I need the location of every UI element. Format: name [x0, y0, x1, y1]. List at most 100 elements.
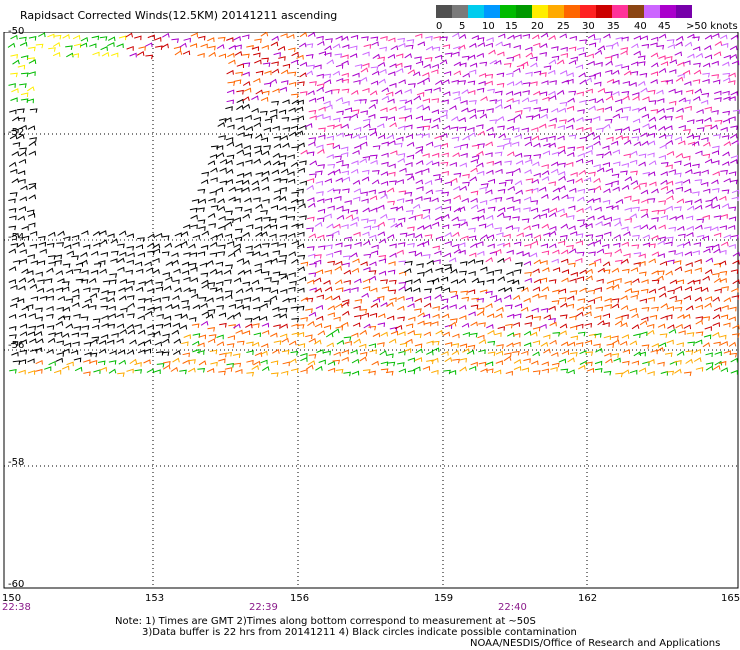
wind-barb — [687, 53, 695, 59]
wind-barb — [530, 62, 538, 68]
wind-barb — [53, 34, 62, 40]
wind-barb — [341, 349, 349, 355]
wind-barb — [731, 234, 739, 240]
wind-barb — [226, 362, 234, 368]
wind-barb — [198, 334, 207, 340]
wind-barb — [561, 269, 570, 274]
color-scale-swatches — [436, 5, 692, 18]
wind-barb — [565, 124, 574, 130]
wind-barb — [189, 207, 198, 213]
wind-barb — [98, 348, 107, 354]
wind-barb — [461, 235, 469, 241]
wind-barb — [390, 150, 398, 156]
wind-barb — [52, 52, 61, 57]
wind-barb — [576, 251, 585, 257]
wind-barb — [232, 353, 241, 358]
wind-barb — [586, 198, 595, 204]
wind-barb — [12, 59, 20, 65]
wind-barb — [272, 88, 280, 94]
wind-barb — [306, 184, 314, 190]
wind-barb — [513, 341, 521, 347]
wind-barb — [414, 233, 423, 239]
wind-barb — [422, 167, 430, 173]
wind-barb — [575, 177, 583, 183]
wind-barb — [335, 177, 343, 183]
wind-barb — [695, 367, 704, 372]
wind-barb — [316, 349, 324, 354]
wind-barb — [315, 304, 324, 310]
wind-barb — [218, 118, 227, 123]
wind-barb — [10, 168, 18, 174]
wind-barb — [543, 65, 552, 71]
wind-barb — [714, 97, 722, 102]
wind-barb — [224, 221, 233, 227]
wind-barb — [558, 162, 566, 168]
wind-barb — [255, 231, 263, 237]
wind-barb — [660, 179, 668, 185]
wind-barb — [368, 343, 377, 348]
wind-barb — [369, 195, 378, 201]
wind-barb — [485, 80, 493, 86]
wind-barb — [442, 91, 451, 96]
wind-barb — [650, 52, 659, 58]
wind-barb — [432, 117, 441, 123]
wind-barb — [288, 131, 297, 137]
wind-barb — [80, 36, 89, 42]
wind-barb — [506, 332, 515, 337]
wind-barb — [611, 303, 620, 309]
wind-barb — [603, 33, 611, 39]
wind-barb — [341, 72, 349, 78]
wind-barb — [603, 370, 612, 376]
wind-barb — [515, 189, 523, 195]
wind-barb — [462, 348, 470, 353]
wind-barb — [343, 279, 351, 285]
wind-barb — [469, 62, 478, 68]
wind-barb — [389, 297, 397, 303]
wind-barb — [433, 259, 441, 264]
wind-barb — [667, 324, 675, 329]
wind-barb — [260, 350, 268, 356]
wind-barb — [280, 370, 289, 376]
wind-barb — [658, 55, 666, 60]
wind-barb — [362, 62, 370, 68]
wind-barb — [263, 223, 272, 229]
wind-barb — [183, 334, 191, 339]
wind-barb — [523, 358, 531, 363]
wind-barb — [57, 315, 66, 321]
wind-barb — [233, 277, 242, 283]
wind-barb — [596, 127, 604, 133]
wind-barb — [451, 216, 460, 222]
wind-barb — [354, 314, 362, 320]
wind-barb — [539, 51, 547, 57]
wind-barb — [316, 96, 325, 102]
wind-barb — [341, 60, 349, 65]
wind-barb — [496, 306, 504, 312]
wind-barb — [341, 224, 349, 229]
wind-barb — [414, 251, 423, 257]
wind-barb — [147, 242, 155, 248]
wind-barb — [669, 215, 677, 221]
wind-barb — [216, 341, 225, 346]
wind-barb — [269, 218, 277, 223]
wind-barb — [547, 69, 556, 75]
wind-barb — [431, 347, 440, 353]
wind-barb — [494, 59, 502, 65]
wind-barb — [416, 263, 424, 268]
wind-barb — [489, 295, 498, 300]
wind-barb — [272, 125, 280, 131]
wind-barb — [575, 233, 584, 238]
wind-barb — [359, 356, 367, 362]
wind-barb — [405, 296, 414, 302]
wind-barb — [431, 340, 440, 346]
wind-barb — [729, 133, 738, 139]
wind-barb — [390, 222, 398, 228]
wind-barb — [647, 198, 656, 203]
wind-barb — [291, 146, 299, 151]
wind-barb — [568, 262, 576, 268]
wind-barb — [687, 141, 696, 147]
wind-barb — [179, 42, 187, 48]
wind-barb — [660, 215, 669, 220]
wind-barb — [100, 252, 109, 257]
wind-barb — [291, 223, 299, 229]
wind-barb — [243, 87, 252, 93]
